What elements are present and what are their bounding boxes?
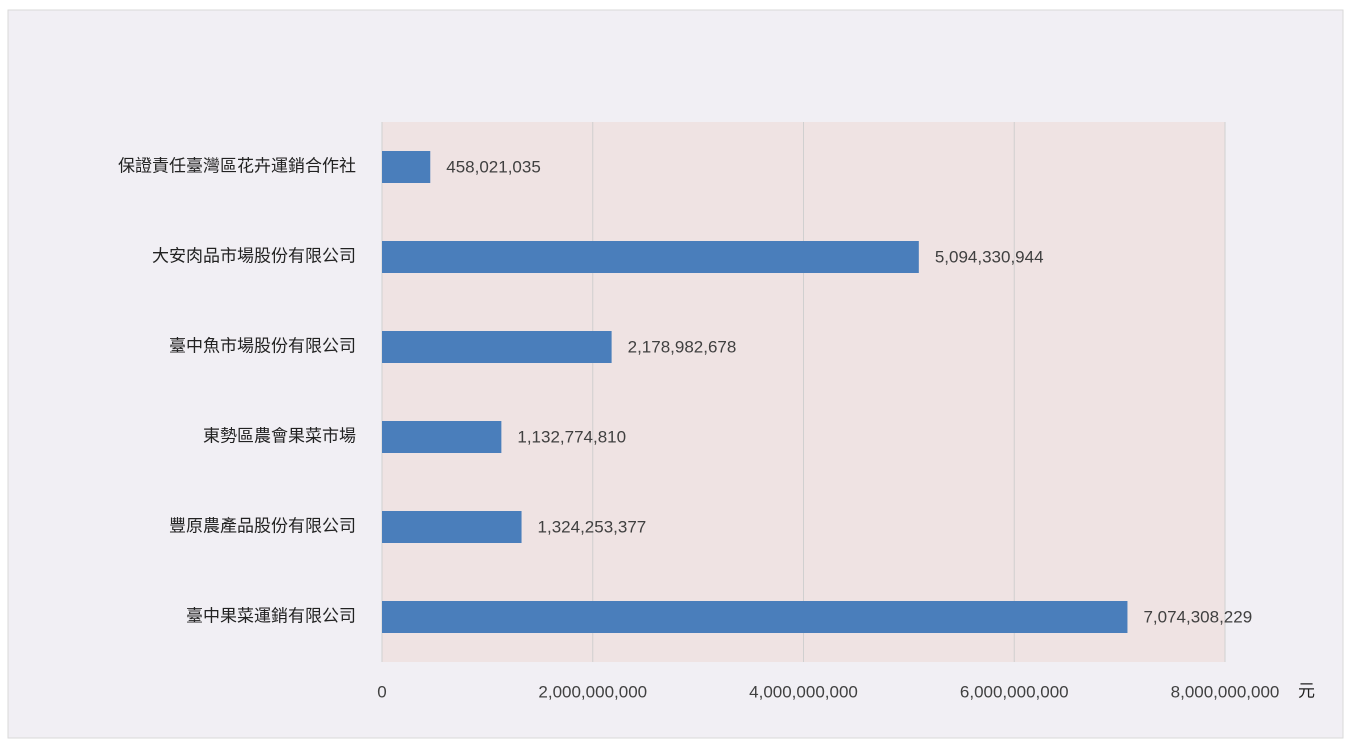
data-label: 1,132,774,810 [517, 427, 626, 446]
x-tick-label: 0 [377, 682, 386, 701]
y-tick-label: 東勢區農會果菜市場 [203, 427, 356, 447]
y-tick-label: 臺中果菜運銷有限公司 [186, 607, 356, 627]
x-tick-label: 4,000,000,000 [749, 682, 858, 701]
data-label: 1,324,253,377 [538, 517, 647, 536]
bar [382, 241, 919, 273]
data-label: 458,021,035 [446, 157, 541, 176]
x-axis-label: 元 [1298, 682, 1315, 702]
bar [382, 511, 522, 543]
y-tick-label: 保證責任臺灣區花卉運銷合作社 [118, 157, 356, 177]
x-tick-label: 2,000,000,000 [538, 682, 647, 701]
x-tick-label: 8,000,000,000 [1171, 682, 1280, 701]
y-tick-label: 臺中魚市場股份有限公司 [169, 337, 356, 357]
bar [382, 331, 612, 363]
bar [382, 601, 1128, 633]
data-label: 2,178,982,678 [628, 337, 737, 356]
data-label: 5,094,330,944 [935, 247, 1044, 266]
y-tick-label: 豐原農產品股份有限公司 [169, 517, 356, 537]
y-tick-label: 大安肉品市場股份有限公司 [152, 247, 356, 267]
data-label: 7,074,308,229 [1143, 607, 1252, 626]
bar [382, 421, 502, 453]
x-tick-label: 6,000,000,000 [960, 682, 1069, 701]
bar [382, 151, 431, 183]
